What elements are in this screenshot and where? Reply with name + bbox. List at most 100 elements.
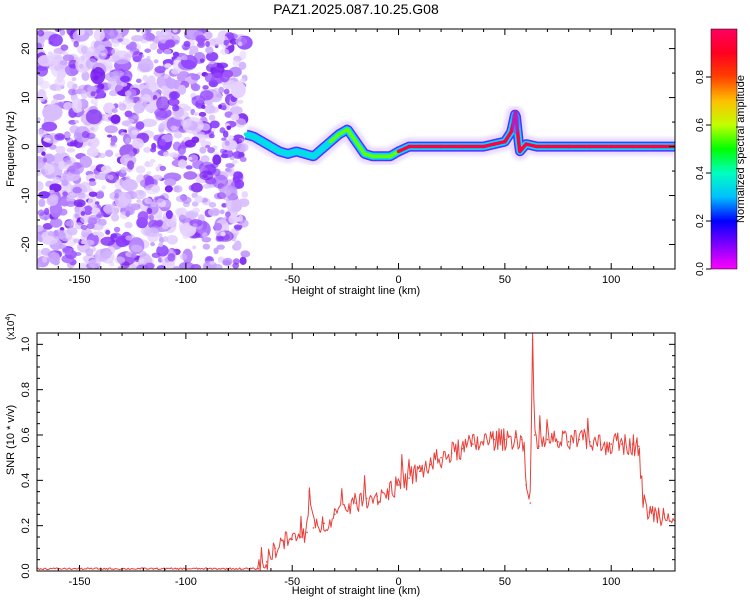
noise-speckle — [42, 157, 48, 163]
snr-point — [291, 538, 294, 541]
noise-speckle — [213, 247, 219, 255]
noise-speckle — [107, 174, 114, 181]
noise-speckle — [155, 110, 168, 121]
ridge-core-segment — [345, 127, 358, 144]
x-tick-label: 0 — [395, 576, 401, 588]
noise-speckle — [86, 132, 96, 140]
noise-speckle — [167, 98, 180, 107]
noise-speckle — [220, 231, 226, 237]
noise-speckle — [127, 160, 135, 170]
ridge-core-segment — [320, 139, 333, 151]
ridge-core-segment — [492, 139, 507, 146]
noise-speckle — [85, 248, 94, 256]
noise-speckle — [234, 240, 242, 251]
snr-point — [599, 443, 602, 445]
noise-speckle — [173, 185, 180, 193]
noise-speckle — [88, 191, 98, 197]
noise-speckle — [163, 48, 172, 55]
noise-speckle — [208, 201, 217, 208]
noise-speckle — [199, 170, 214, 181]
noise-speckle — [114, 256, 126, 265]
figure-title: PAZ1.2025.087.10.25.G08 — [273, 1, 439, 17]
noise-speckle — [98, 218, 107, 227]
snr-point — [610, 443, 612, 445]
noise-speckle — [222, 260, 232, 266]
noise-speckle — [37, 262, 42, 268]
noise-speckle — [212, 174, 228, 189]
noise-speckle — [232, 258, 240, 265]
noise-speckle — [90, 98, 99, 105]
noise-speckle — [88, 180, 97, 187]
noise-speckle — [223, 39, 229, 46]
noise-speckle — [128, 151, 135, 157]
snr-point — [333, 513, 336, 516]
x-tick-label: -50 — [284, 576, 300, 588]
snr-point — [376, 495, 379, 498]
noise-speckle — [202, 243, 211, 250]
snr-y-ticks: 0.0 0.2 0.4 0.6 0.8 1.0 — [20, 337, 675, 579]
noise-speckle — [125, 44, 134, 50]
noise-speckle — [100, 165, 112, 174]
snr-point — [440, 456, 442, 459]
noise-speckle — [238, 99, 244, 104]
noise-speckle — [93, 29, 105, 42]
noise-speckle — [164, 63, 172, 68]
noise-speckle — [230, 113, 240, 121]
ridge-core-segment — [396, 144, 411, 154]
noise-speckle — [135, 100, 147, 110]
noise-speckle — [37, 29, 45, 37]
snr-point — [504, 438, 506, 441]
noise-speckle — [81, 71, 90, 82]
noise-speckle — [85, 58, 98, 70]
snr-y-axis-label: SNR (10 * v/v) — [5, 405, 17, 475]
snr-point — [408, 477, 410, 479]
noise-speckle — [65, 64, 79, 77]
noise-speckle — [131, 138, 145, 149]
noise-speckle — [146, 207, 153, 215]
noise-speckle — [117, 38, 124, 42]
noise-speckle — [192, 223, 198, 228]
noise-speckle — [218, 104, 223, 110]
noise-speckle — [202, 85, 209, 90]
snr-point — [621, 443, 623, 445]
noise-speckle — [90, 66, 106, 85]
noise-speckle — [198, 111, 207, 117]
noise-speckle — [161, 221, 170, 230]
noise-speckle — [86, 146, 99, 158]
noise-speckle — [181, 43, 191, 50]
noise-speckle — [79, 155, 93, 168]
noise-speckle — [141, 30, 147, 35]
noise-speckle — [135, 165, 146, 174]
noise-speckle — [131, 35, 144, 42]
noise-speckle — [49, 189, 55, 194]
snr-point — [282, 540, 285, 543]
noise-speckle — [76, 29, 86, 36]
noise-speckle — [63, 132, 71, 139]
snr-point — [493, 438, 496, 441]
noise-speckle — [107, 75, 125, 92]
noise-speckle — [135, 78, 142, 84]
noise-speckle — [142, 93, 152, 103]
colorbar-ticks: 0.0 0.2 0.4 0.6 0.8 — [695, 70, 711, 276]
snr-point — [648, 511, 651, 513]
noise-speckle — [80, 224, 88, 230]
noise-speckle — [114, 152, 122, 158]
noise-speckle — [200, 165, 205, 170]
noise-speckle — [202, 183, 212, 189]
noise-speckle — [137, 211, 149, 223]
snr-point — [652, 513, 655, 516]
noise-speckle — [225, 167, 233, 173]
noise-speckle — [41, 121, 58, 132]
noise-speckle — [157, 198, 163, 203]
noise-speckle — [212, 154, 222, 166]
snr-point — [533, 434, 536, 436]
noise-speckle — [216, 235, 225, 242]
noise-speckle — [120, 166, 127, 174]
snr-point — [323, 522, 325, 525]
noise-speckle — [101, 185, 106, 190]
noise-speckle — [72, 186, 82, 194]
noise-speckle — [188, 154, 199, 163]
noise-speckle — [87, 142, 93, 146]
snr-point — [557, 441, 559, 443]
